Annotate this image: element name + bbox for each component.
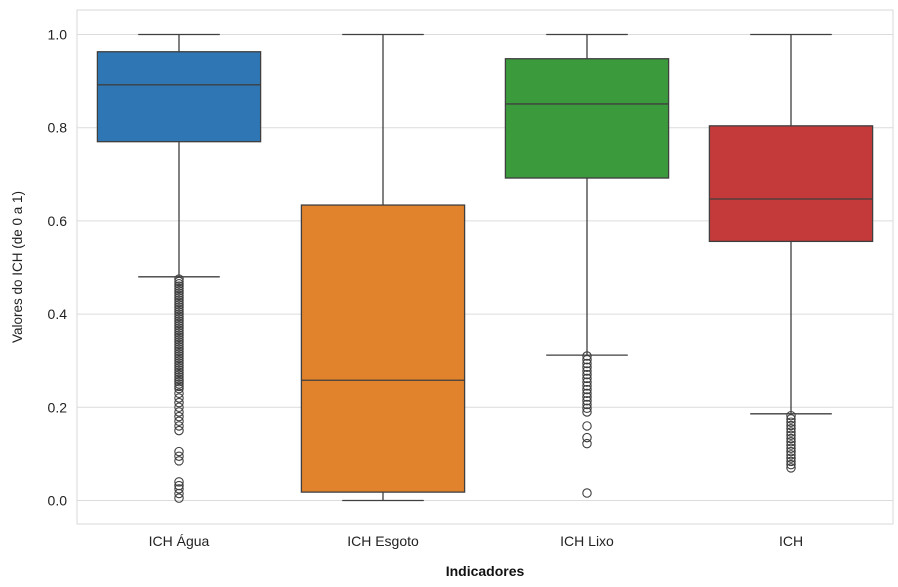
iqr-box	[709, 126, 872, 242]
outlier-point	[583, 422, 591, 430]
box-3	[709, 35, 872, 473]
y-axis-label: Valores do ICH (de 0 a 1)	[10, 191, 25, 343]
iqr-box	[505, 59, 668, 178]
y-tick-label: 0.8	[48, 120, 68, 136]
y-axis-ticks: 0.0 0.2 0.4 0.6 0.8 1.0	[48, 27, 68, 509]
boxes	[97, 35, 872, 503]
box-2	[505, 35, 668, 498]
outlier-point	[583, 489, 591, 497]
box-1	[301, 35, 464, 501]
iqr-box	[97, 52, 260, 142]
y-tick-label: 0.4	[48, 306, 68, 322]
box-0	[97, 35, 260, 503]
y-tick-label: 0.2	[48, 399, 68, 415]
x-tick-label: ICH Lixo	[560, 533, 614, 549]
x-axis-label: Indicadores	[446, 563, 525, 579]
y-tick-label: 0.0	[48, 493, 68, 509]
iqr-box	[301, 205, 464, 492]
x-tick-label: ICH Esgoto	[347, 533, 419, 549]
y-tick-label: 0.6	[48, 213, 68, 229]
x-axis-ticks: ICH Água ICH Esgoto ICH Lixo ICH	[149, 533, 803, 549]
x-tick-label: ICH	[779, 533, 803, 549]
x-tick-label: ICH Água	[149, 533, 210, 549]
outlier-point	[583, 439, 591, 447]
y-tick-label: 1.0	[48, 27, 68, 43]
